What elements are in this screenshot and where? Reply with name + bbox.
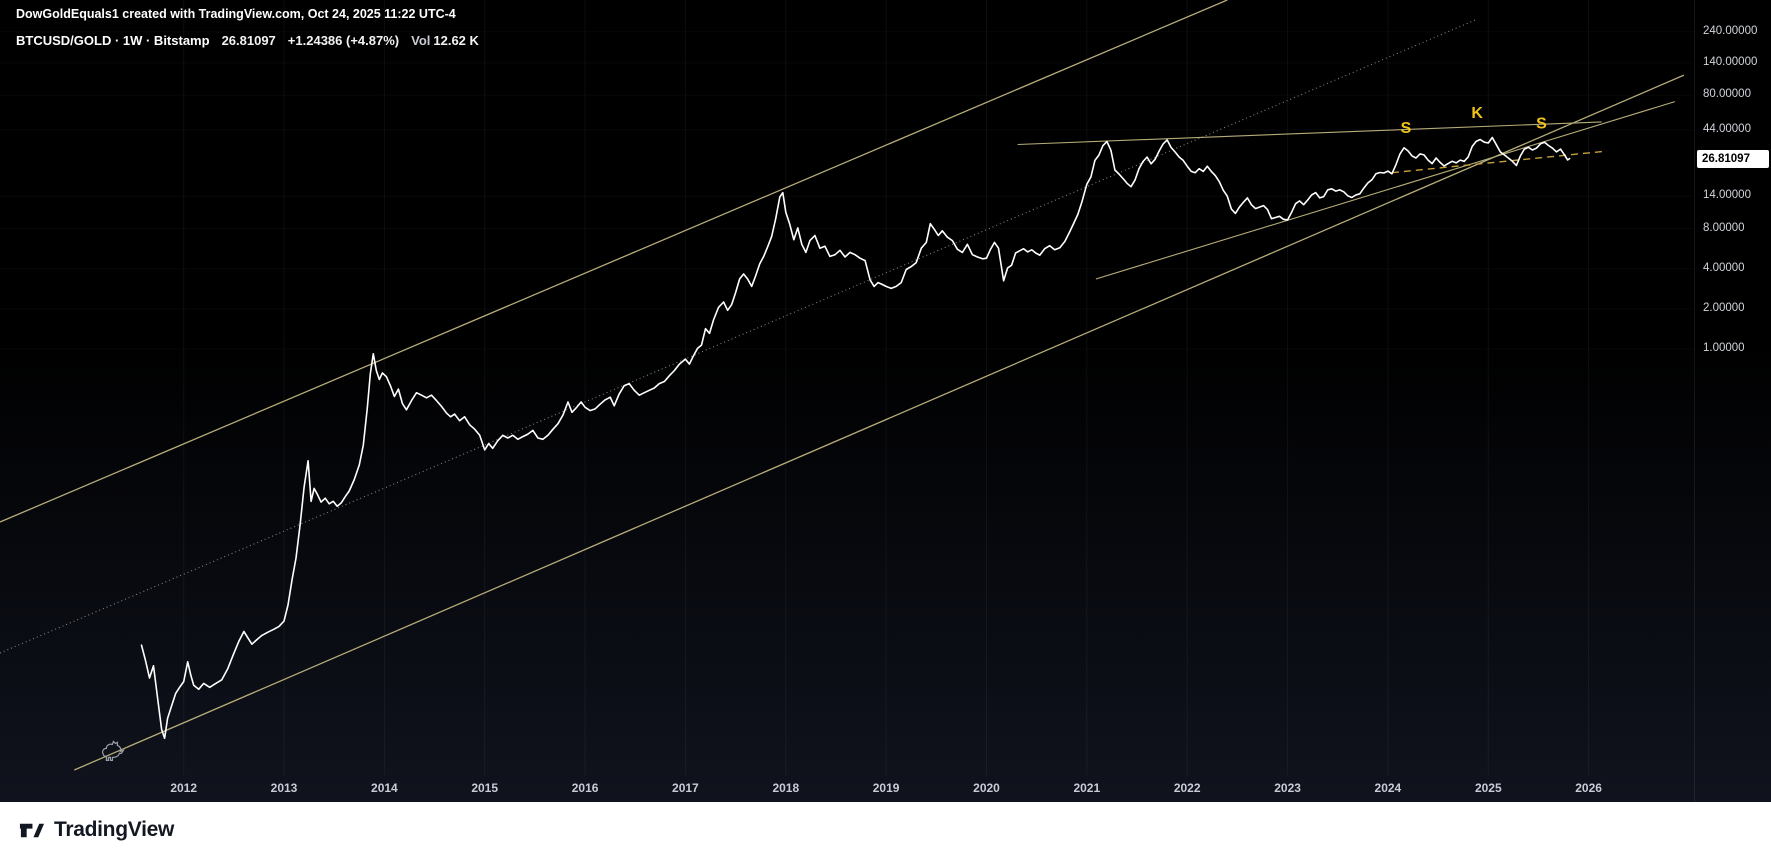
drawing-resistance-trendline[interactable] [1017, 121, 1602, 146]
pattern-label-S[interactable]: S [1536, 116, 1547, 133]
time-axis-label: 2016 [571, 781, 599, 795]
tradingview-logo-icon[interactable] [18, 817, 45, 844]
drawing-channel-lower[interactable] [74, 74, 1685, 771]
time-axis-label: 2025 [1474, 781, 1502, 795]
time-axis-label: 2017 [672, 781, 699, 795]
time-axis-label: 2021 [1073, 781, 1101, 795]
time-axis-label: 2020 [973, 781, 1000, 795]
time-axis-label: 2024 [1374, 781, 1402, 795]
price-axis-label: 14.00000 [1703, 189, 1751, 202]
drawing-channel-upper[interactable] [0, 0, 1228, 523]
pattern-label-S[interactable]: S [1401, 120, 1412, 137]
watermark-text: DowGoldEquals1 created with TradingView.… [16, 7, 456, 21]
chart-region: DowGoldEquals1 created with TradingView.… [0, 0, 1771, 802]
legend-last-price: 26.81097 [221, 33, 276, 48]
price-axis-label: 1.00000 [1703, 342, 1745, 354]
symbol-title: BTCUSD/GOLD · 1W · Bitstamp [16, 33, 210, 48]
time-axis-label: 2015 [471, 781, 499, 795]
price-axis-label: 8.00000 [1703, 221, 1745, 234]
time-axis-label: 2022 [1173, 781, 1201, 795]
time-axis-label: 2026 [1575, 781, 1602, 795]
time-axis-label: 2013 [270, 781, 298, 795]
footer-bar: TradingView [0, 802, 1771, 858]
drawing-support-trendline[interactable] [1095, 101, 1676, 280]
time-axis[interactable]: 2012 2013 2014 2015 2016 2017 2018 2019 2020 2021… [0, 775, 1694, 802]
price-chart-canvas[interactable]: SKS [0, 0, 1694, 775]
symbol-legend[interactable]: BTCUSD/GOLD · 1W · Bitstamp 26.81097 +1.… [16, 33, 479, 48]
time-axis-label: 2014 [371, 781, 398, 795]
dino-sticker-icon[interactable] [102, 740, 125, 762]
legend-vol-label: Vol [411, 33, 431, 48]
price-axis-label: 4.00000 [1703, 261, 1745, 274]
time-axis-label: 2018 [772, 781, 800, 795]
time-axis-label: 2023 [1274, 781, 1301, 795]
legend-change: +1.24386 (+4.87%) [287, 33, 400, 48]
price-axis-label: 2.00000 [1703, 301, 1745, 314]
pattern-label-K[interactable]: K [1471, 105, 1483, 122]
drawing-channel-median-dotted[interactable] [0, 19, 1476, 654]
current-price-badge: 26.81097 [1697, 149, 1769, 168]
legend-vol-value: 12.62 K [433, 33, 479, 48]
time-axis-label: 2012 [170, 781, 198, 795]
price-axis-label: 80.00000 [1703, 88, 1751, 101]
price-axis-label: 140.00000 [1703, 55, 1758, 68]
price-axis[interactable]: 26.81097 240.00000 140.00000 80.00000 44.00… [1694, 0, 1771, 802]
price-axis-label: 44.00000 [1703, 122, 1751, 135]
tradingview-wordmark[interactable]: TradingView [54, 818, 175, 841]
price-axis-label: 240.00000 [1703, 24, 1758, 37]
price-line[interactable] [140, 136, 1571, 740]
time-axis-label: 2019 [872, 781, 900, 795]
